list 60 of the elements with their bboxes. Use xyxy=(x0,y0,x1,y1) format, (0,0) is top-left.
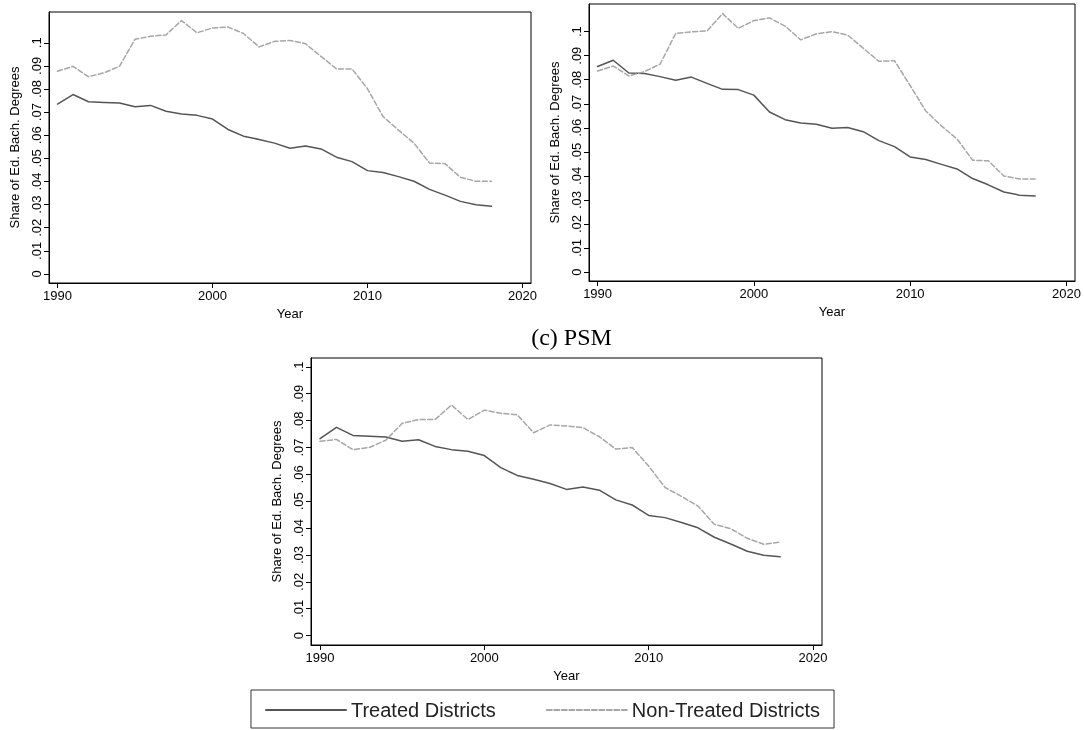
y-tick-label: .06 xyxy=(29,126,44,145)
y-tick-label: .02 xyxy=(569,214,584,234)
y-tick-label: 0 xyxy=(29,270,44,278)
y-tick-label: .1 xyxy=(291,361,306,373)
y-tick-label: .1 xyxy=(569,26,584,38)
line-series xyxy=(319,404,781,545)
y-tick-label: .02 xyxy=(29,218,44,237)
line-series xyxy=(56,19,493,183)
y-tick-label: .08 xyxy=(291,411,306,430)
x-tick-label: 2010 xyxy=(895,286,925,301)
line-series xyxy=(596,12,1036,180)
y-tick-label: .03 xyxy=(29,195,44,214)
x-tick-label: 1990 xyxy=(583,286,613,301)
x-tick-label: 2000 xyxy=(198,288,227,303)
y-tick-label: .08 xyxy=(569,70,584,89)
line-series xyxy=(56,93,493,207)
y-tick-label: .03 xyxy=(291,545,306,565)
x-tick-label: 2010 xyxy=(634,650,664,665)
y-tick-label: .03 xyxy=(569,190,584,210)
y-tick-label: .01 xyxy=(29,241,44,260)
y-tick-label: .07 xyxy=(569,94,584,113)
legend-label: Treated Districts xyxy=(350,699,496,721)
y-tick-label: .04 xyxy=(291,519,306,538)
y-tick-label: 0 xyxy=(291,631,306,640)
x-axis-title: Year xyxy=(553,668,581,683)
y-tick-label: .06 xyxy=(291,465,306,484)
y-tick-label: .08 xyxy=(29,79,44,99)
y-tick-label: 0 xyxy=(569,268,584,276)
y-tick-label: .09 xyxy=(569,46,584,65)
x-tick-label: 2000 xyxy=(739,286,769,301)
y-tick-label: .1 xyxy=(29,37,44,49)
x-tick-label: 2010 xyxy=(353,288,382,303)
legend-label: Non-Treated Districts xyxy=(631,699,821,721)
x-tick-label: 2020 xyxy=(1051,286,1081,301)
line-series xyxy=(596,59,1036,197)
x-tick-label: 1990 xyxy=(305,650,335,665)
y-tick-label: .01 xyxy=(569,239,584,258)
y-tick-label: .04 xyxy=(29,172,44,191)
y-tick-label: .05 xyxy=(291,492,306,511)
y-tick-label: .05 xyxy=(29,149,44,168)
y-tick-label: .01 xyxy=(291,599,306,618)
y-tick-label: .07 xyxy=(29,103,44,122)
chart-title: (c) PSM xyxy=(531,324,612,350)
line-series xyxy=(319,426,781,558)
y-tick-label: .02 xyxy=(291,572,306,591)
x-tick-label: 2020 xyxy=(508,288,537,303)
y-axis-title: Share of Ed. Bach. Degrees xyxy=(269,420,284,583)
y-tick-label: .09 xyxy=(29,56,44,75)
x-tick-label: 1990 xyxy=(43,288,72,303)
x-tick-label: 2000 xyxy=(469,650,499,665)
y-tick-label: .04 xyxy=(569,166,584,185)
y-tick-label: .09 xyxy=(291,384,306,403)
y-tick-label: .05 xyxy=(569,142,584,161)
y-axis-title: Share of Ed. Bach. Degrees xyxy=(7,66,22,229)
y-axis-title: Share of Ed. Bach. Degrees xyxy=(547,61,562,224)
y-tick-label: .07 xyxy=(291,438,306,457)
y-tick-label: .06 xyxy=(569,118,584,137)
x-tick-label: 2020 xyxy=(798,650,828,665)
x-axis-title: Year xyxy=(276,306,304,321)
x-axis-title: Year xyxy=(818,304,846,319)
